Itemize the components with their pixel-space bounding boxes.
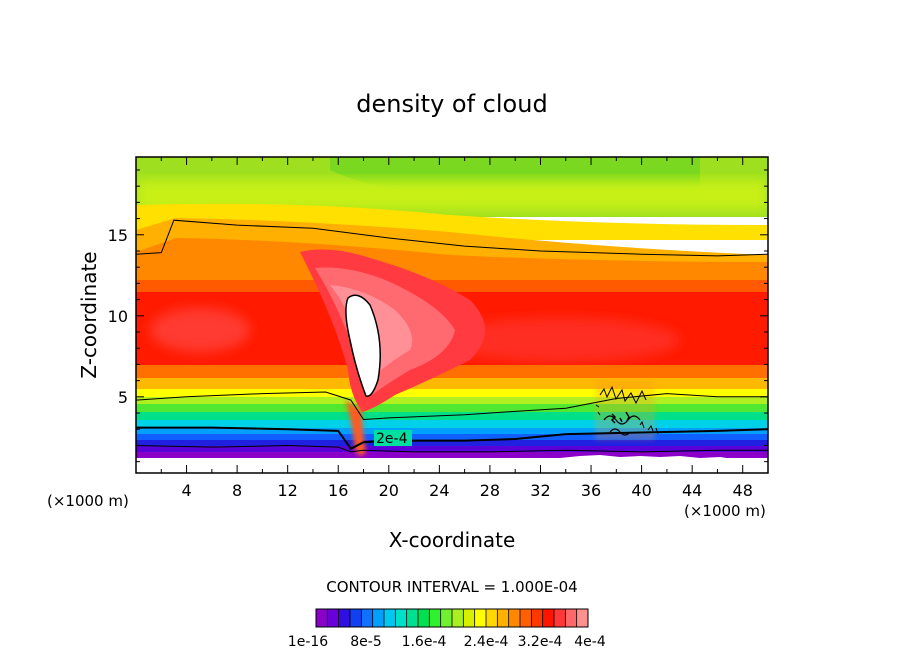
colorbar-swatch — [497, 609, 509, 627]
band-yellow-low — [136, 389, 768, 399]
x-tick-label: 8 — [232, 481, 242, 500]
colorbar-labels: 1e-16 8e-5 1.6e-4 2.4e-4 3.2e-4 4e-4 — [288, 634, 606, 650]
band-purple — [136, 452, 768, 458]
white-core — [345, 295, 381, 397]
colorbar-swatch — [542, 609, 555, 627]
colorbar-tick-label: 3.2e-4 — [518, 634, 563, 650]
plume-tail — [345, 400, 366, 456]
x-tick-label: 16 — [328, 481, 348, 500]
colorbar-swatch — [327, 609, 339, 627]
x-tick-label: 24 — [429, 481, 449, 500]
band-orange — [136, 238, 768, 290]
lower-ragged-edge — [136, 455, 768, 473]
y-tick-label: 15 — [108, 226, 128, 245]
colorbar-swatch — [440, 609, 453, 627]
contour-line-2 — [136, 391, 768, 421]
band-green — [136, 404, 768, 414]
contour-label: 2e-4 — [376, 431, 408, 447]
colorbar-tick-label: 2.4e-4 — [464, 634, 509, 650]
band-deep-blue — [136, 440, 768, 448]
x-tick-label: 32 — [530, 481, 550, 500]
colorbar-swatch — [395, 609, 407, 627]
y-tick-label: 5 — [118, 388, 128, 407]
white-core-outline — [345, 294, 381, 397]
y-tick-label: 10 — [108, 307, 128, 326]
contour-line-0 — [136, 444, 768, 453]
band-sky — [136, 428, 768, 436]
chart-title: density of cloud — [356, 90, 547, 118]
band-indigo — [136, 446, 768, 454]
x-tick-label: 28 — [480, 481, 500, 500]
band-cyan — [136, 420, 768, 430]
colorbar-swatch — [474, 609, 487, 627]
x-axis-label: X-coordinate — [389, 528, 516, 552]
colorbar-swatch — [565, 609, 577, 627]
noise-region — [595, 380, 659, 440]
colorbar-frame — [315, 608, 589, 628]
colorbar-swatch — [452, 609, 464, 627]
band-blue — [136, 434, 768, 442]
y-axis-label: Z-coordinate — [77, 251, 101, 378]
colorbar — [315, 608, 589, 628]
x-tick-label: 36 — [581, 481, 601, 500]
colorbar-swatch — [316, 609, 328, 627]
colorbar-swatch — [429, 609, 441, 627]
x-tick-label: 20 — [379, 481, 399, 500]
colorbar-swatch — [418, 609, 430, 627]
plot-frame — [135, 156, 769, 474]
colorbar-swatch — [508, 609, 521, 627]
x-tick-label: 12 — [278, 481, 298, 500]
x-tick-label: 48 — [733, 481, 753, 500]
colorbar-swatch — [384, 609, 396, 627]
colorbar-swatch — [372, 609, 385, 627]
colorbar-swatch — [463, 609, 475, 627]
contour-label-bg — [374, 430, 412, 446]
colorbar-swatch — [576, 609, 589, 627]
x-unit-label-right: (×1000 m) — [684, 502, 766, 520]
contour-line-3 — [136, 219, 768, 257]
colorbar-swatch — [486, 609, 498, 627]
colorbar-swatch — [520, 609, 532, 627]
colorbar-tick-label: 8e-5 — [350, 634, 381, 650]
colorbar-swatch — [350, 609, 362, 627]
red-soft-right — [440, 318, 680, 362]
colorbar-tick-label: 1e-16 — [288, 634, 328, 650]
heatmap-field — [136, 157, 768, 473]
colorbar-swatch — [554, 609, 566, 627]
x-unit-label-left: (×1000 m) — [47, 492, 129, 510]
colorbar-swatch — [361, 609, 373, 627]
x-axis-ticks: 4 8 12 16 20 24 28 32 36 40 44 48 — [160, 157, 753, 500]
x-tick-label: 40 — [631, 481, 651, 500]
colorbar-swatch — [406, 609, 419, 627]
y-axis-ticks: 5 10 15 — [108, 169, 768, 463]
band-sea-green — [136, 412, 768, 422]
band-lime — [136, 397, 768, 406]
contour-interval-text: CONTOUR INTERVAL = 1.000E-04 — [326, 578, 577, 596]
colorbar-tick-label: 4e-4 — [574, 634, 606, 650]
colorbar-swatch — [338, 609, 351, 627]
x-tick-label: 44 — [682, 481, 702, 500]
colorbar-tick-label: 1.6e-4 — [402, 634, 447, 650]
x-tick-label: 4 — [181, 481, 191, 500]
red-soft-left — [150, 308, 250, 352]
colorbar-swatch — [531, 609, 543, 627]
